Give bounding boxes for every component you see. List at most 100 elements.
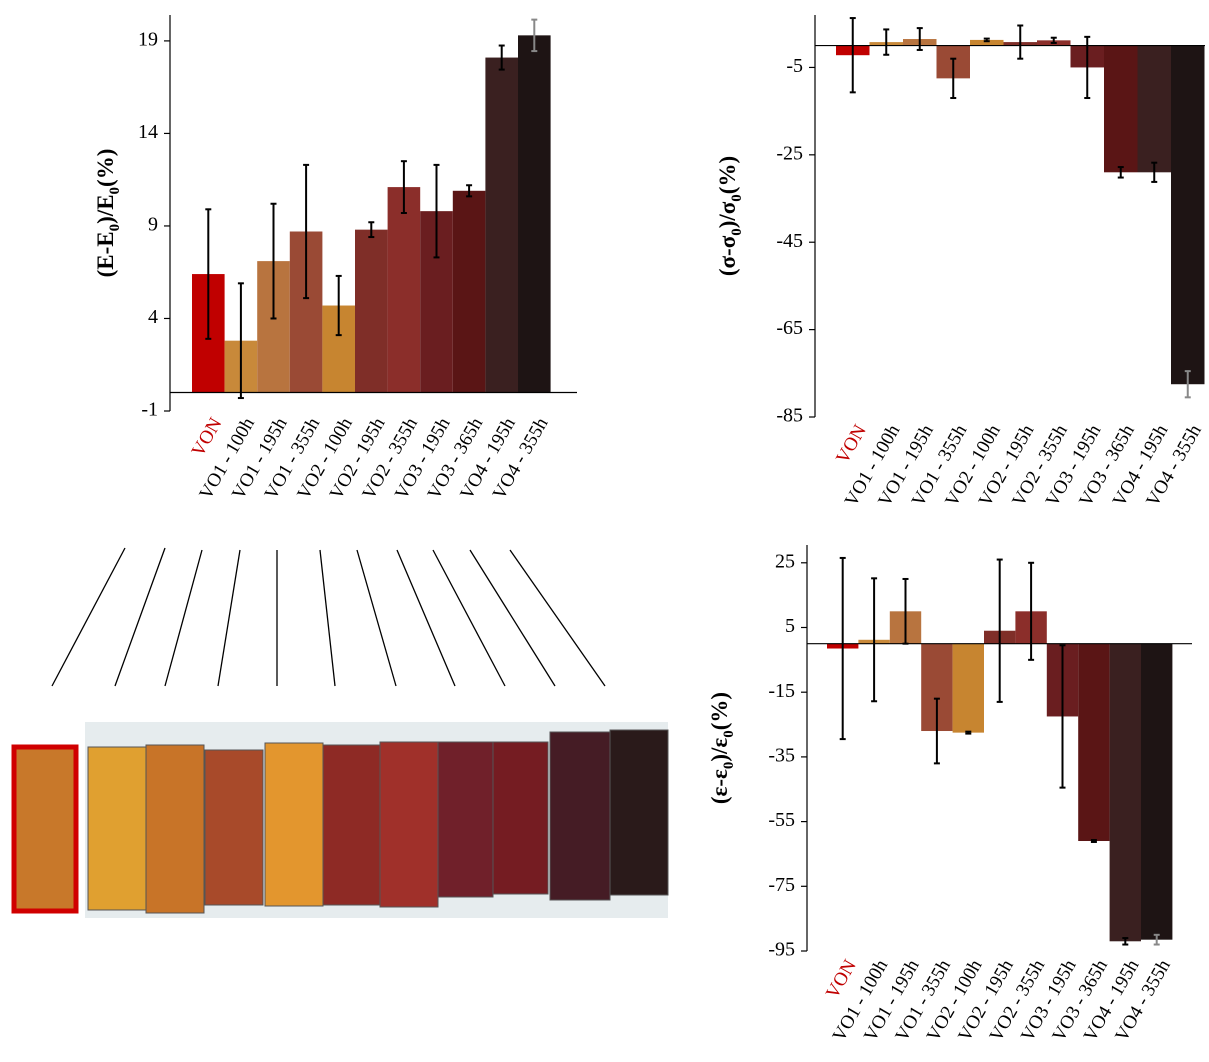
connector — [509, 549, 606, 687]
error-bar — [270, 202, 277, 320]
error-bar — [1122, 937, 1129, 946]
error-bar — [1184, 370, 1191, 399]
y-tick-label: -35 — [768, 744, 795, 766]
error-bar — [1050, 36, 1057, 44]
y-tick-label: -1 — [141, 399, 158, 421]
y-axis-title-part: 0 — [729, 228, 745, 236]
y-axis-title: (ε-ε0)/ε0(%) — [707, 692, 737, 804]
y-axis-title-part: 0 — [721, 730, 737, 738]
error-bar — [335, 274, 342, 337]
connector — [217, 549, 241, 687]
y-axis-title-part: )/σ — [715, 201, 740, 228]
y-tick-label: -75 — [768, 874, 795, 896]
y-tick-label: 14 — [138, 121, 158, 143]
y-axis-title-part: (E-E — [93, 231, 118, 277]
sample-strip — [145, 744, 205, 914]
error-bar — [983, 37, 990, 43]
y-axis-title-part: (%) — [93, 149, 118, 187]
error-bar — [1090, 839, 1097, 843]
y-tick-label: 4 — [148, 306, 158, 328]
y-axis-title-part: 0 — [107, 187, 123, 195]
y-axis-title-part: 0 — [107, 224, 123, 232]
error-bar — [498, 44, 505, 71]
error-bar — [883, 28, 890, 56]
y-axis-title-part: (%) — [707, 692, 732, 730]
connector-lines — [51, 547, 606, 687]
error-bar — [916, 27, 923, 51]
y-tick-label: -95 — [768, 939, 795, 961]
bar — [970, 39, 1004, 46]
y-axis-title: (σ-σ0)/σ0(%) — [715, 156, 745, 276]
sample-strip — [492, 741, 549, 895]
y-tick-label: 5 — [785, 615, 795, 637]
error-bar — [466, 184, 473, 198]
sample-photo — [11, 722, 669, 918]
sample-strip — [379, 741, 439, 908]
y-tick-label: -65 — [776, 317, 803, 339]
error-bar — [303, 163, 310, 300]
connector — [469, 549, 556, 687]
error-bar — [205, 208, 212, 340]
error-bar — [996, 558, 1003, 703]
y-tick-label: 9 — [148, 214, 158, 236]
error-bar — [1117, 166, 1124, 179]
y-tick-label: -15 — [768, 680, 795, 702]
y-tick-label: -25 — [776, 142, 803, 164]
error-bar — [933, 697, 940, 765]
bar — [1171, 45, 1205, 385]
error-bar — [433, 163, 440, 259]
error-bar — [400, 160, 407, 214]
y-tick-label: -55 — [768, 809, 795, 831]
bar — [452, 190, 486, 393]
y-tick-label: 25 — [775, 550, 795, 572]
bar — [355, 229, 388, 393]
y-axis-title-part: (σ-σ — [715, 235, 740, 276]
connector — [356, 549, 397, 687]
sample-strip — [87, 746, 147, 911]
connector — [432, 549, 506, 687]
bar — [1137, 45, 1171, 173]
sample-strip — [204, 749, 264, 906]
bar — [518, 35, 551, 393]
connector — [396, 549, 456, 687]
error-bar — [965, 730, 972, 735]
connector — [319, 549, 336, 687]
y-axis-title: (E-E0)/E0(%) — [93, 149, 123, 278]
y-axis-title-part: )/ε — [707, 738, 732, 762]
bar — [1078, 643, 1110, 842]
y-tick-label: -85 — [776, 405, 803, 427]
y-tick-label: -45 — [776, 230, 803, 252]
error-bar — [1151, 161, 1158, 183]
y-axis-title-part: )/E — [93, 194, 118, 223]
bar — [952, 643, 984, 733]
error-bar — [1084, 35, 1091, 100]
bar — [387, 187, 421, 393]
error-bar — [839, 556, 846, 741]
connector — [164, 549, 203, 687]
error-bar — [368, 221, 375, 239]
sample-strip — [437, 741, 494, 898]
sample-strip — [264, 742, 324, 907]
error-bar — [1017, 24, 1024, 60]
error-bar — [237, 282, 244, 400]
bar — [1109, 643, 1141, 942]
bar — [1104, 45, 1138, 173]
sample-strip — [609, 729, 669, 896]
error-bar — [871, 577, 878, 703]
y-axis-title-part: 0 — [729, 194, 745, 202]
sample-strip — [322, 744, 382, 906]
bar — [485, 57, 518, 393]
sample-strip — [549, 731, 611, 901]
y-axis-title-part: (%) — [715, 156, 740, 194]
sample-strip — [11, 744, 79, 914]
y-axis-title-part: 0 — [721, 762, 737, 770]
error-bar — [531, 18, 538, 53]
error-bar — [1153, 933, 1160, 946]
error-bar — [950, 57, 957, 100]
connector — [114, 547, 166, 687]
connector — [51, 547, 126, 687]
bar — [1141, 643, 1173, 940]
y-tick-label: -5 — [786, 55, 803, 77]
